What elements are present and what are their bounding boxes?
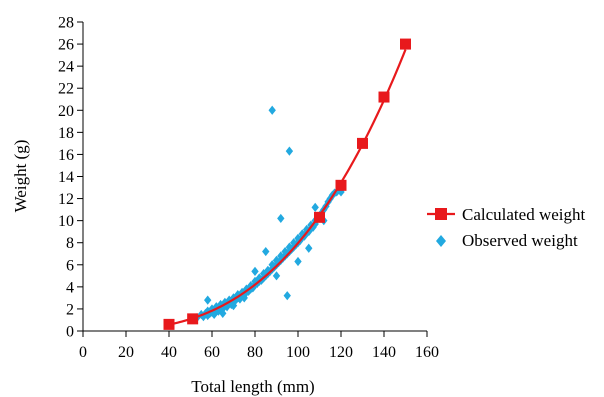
calculated-point bbox=[163, 318, 175, 330]
observed-point bbox=[283, 291, 291, 301]
observed-point bbox=[231, 295, 240, 305]
calculated-weight-series bbox=[163, 38, 411, 330]
observed-point bbox=[262, 246, 270, 257]
x-tick-label: 40 bbox=[161, 344, 177, 361]
observed-point bbox=[221, 297, 229, 307]
observed-point bbox=[272, 271, 281, 281]
observed-point bbox=[204, 306, 212, 316]
observed-point bbox=[298, 229, 306, 239]
y-tick-label: 28 bbox=[58, 15, 74, 32]
y-tick-label: 22 bbox=[58, 81, 74, 98]
observed-point bbox=[210, 309, 218, 320]
legend-observed-label: Observed weight bbox=[462, 231, 578, 250]
y-tick-label: 14 bbox=[58, 169, 74, 186]
calculated-point bbox=[400, 38, 411, 50]
observed-point bbox=[219, 308, 227, 318]
observed-point bbox=[204, 295, 212, 305]
y-tick-label: 26 bbox=[58, 37, 74, 54]
calculated-point bbox=[187, 313, 199, 325]
observed-point bbox=[277, 213, 285, 224]
calculated-point bbox=[335, 179, 347, 191]
observed-point bbox=[240, 293, 248, 303]
y-tick-label: 2 bbox=[66, 301, 74, 318]
x-tick-label: 0 bbox=[79, 344, 87, 361]
x-tick-label: 120 bbox=[329, 344, 353, 361]
observed-point bbox=[214, 306, 223, 316]
calculated-point bbox=[357, 137, 368, 149]
x-tick-label: 140 bbox=[372, 344, 396, 361]
calculated-point bbox=[378, 91, 390, 103]
calculated-point bbox=[314, 211, 325, 223]
x-tick-label: 60 bbox=[204, 344, 220, 361]
x-axis-ticks: 0 20 40 60 80 100 120 140 160 bbox=[79, 331, 439, 361]
y-tick-label: 0 bbox=[66, 324, 74, 341]
observed-point bbox=[229, 293, 238, 303]
legend-observed-marker bbox=[436, 235, 446, 247]
y-tick-label: 12 bbox=[58, 191, 74, 208]
legend-calculated-label: Calculated weight bbox=[462, 205, 585, 224]
observed-point bbox=[268, 105, 276, 115]
y-axis-title: Weight (g) bbox=[11, 140, 30, 213]
observed-point bbox=[285, 146, 294, 156]
y-tick-label: 20 bbox=[58, 103, 74, 120]
observed-point bbox=[255, 273, 263, 283]
observed-point bbox=[311, 202, 319, 212]
x-tick-label: 160 bbox=[415, 344, 439, 361]
y-tick-label: 4 bbox=[66, 279, 74, 296]
observed-point bbox=[294, 256, 302, 267]
observed-point bbox=[277, 251, 285, 261]
legend-calculated-marker bbox=[435, 208, 447, 220]
y-tick-label: 24 bbox=[58, 59, 74, 76]
y-tick-label: 6 bbox=[66, 257, 74, 274]
observed-point bbox=[249, 283, 257, 293]
observed-point bbox=[236, 294, 244, 304]
legend: Calculated weight Observed weight bbox=[427, 205, 585, 250]
y-tick-label: 10 bbox=[58, 213, 74, 230]
y-tick-label: 8 bbox=[66, 235, 74, 252]
x-tick-label: 80 bbox=[247, 344, 263, 361]
y-tick-label: 18 bbox=[58, 125, 74, 142]
observed-point bbox=[259, 269, 268, 279]
x-tick-label: 20 bbox=[118, 344, 134, 361]
observed-point bbox=[225, 295, 233, 305]
observed-point bbox=[251, 266, 259, 277]
observed-point bbox=[305, 243, 313, 253]
observed-point bbox=[229, 301, 238, 311]
calculated-weight-line bbox=[168, 49, 407, 326]
y-tick-label: 16 bbox=[58, 147, 74, 164]
x-tick-label: 100 bbox=[286, 344, 310, 361]
observed-point bbox=[272, 255, 281, 265]
x-axis-title: Total length (mm) bbox=[191, 377, 314, 396]
observed-point bbox=[247, 281, 255, 291]
